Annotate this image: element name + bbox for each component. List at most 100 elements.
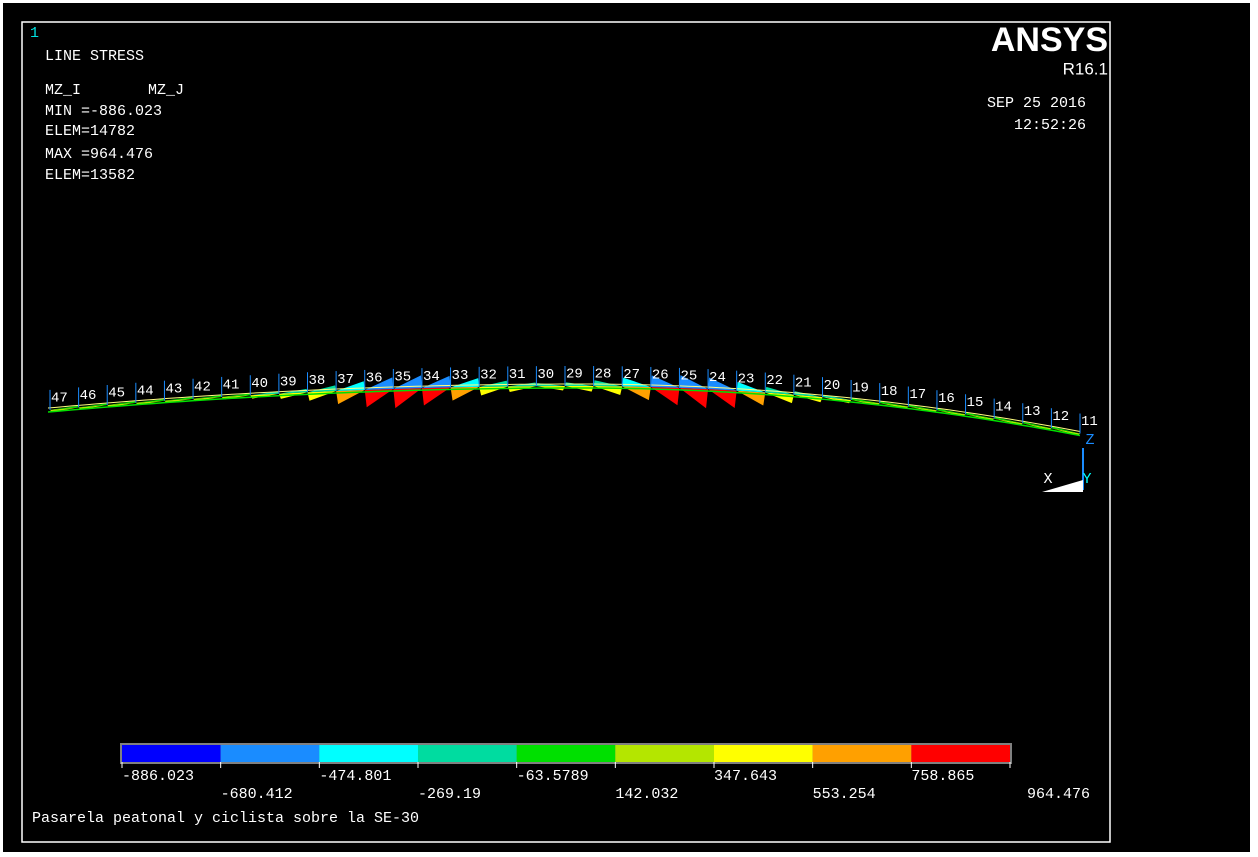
node-label: 15 bbox=[967, 395, 984, 411]
node-label: 39 bbox=[280, 374, 297, 390]
legend-swatch bbox=[911, 745, 1010, 762]
node-label: 20 bbox=[824, 378, 841, 394]
axis-label: X bbox=[1043, 471, 1052, 488]
moment-pos bbox=[593, 380, 623, 387]
axis-label: Z bbox=[1085, 432, 1094, 449]
stat: ELEM=13582 bbox=[45, 167, 135, 184]
node-label: 19 bbox=[852, 381, 869, 397]
legend-label: -886.023 bbox=[122, 768, 194, 785]
node-label: 29 bbox=[566, 367, 583, 383]
moment-pos bbox=[393, 375, 422, 389]
item-label: MZ_I bbox=[45, 82, 81, 99]
legend-label: -680.412 bbox=[221, 786, 293, 803]
legend-label: 142.032 bbox=[615, 786, 678, 803]
item-label: MZ_J bbox=[148, 82, 184, 99]
moment-pos bbox=[107, 401, 136, 405]
moment-pos bbox=[164, 397, 194, 401]
node-label: 26 bbox=[652, 368, 669, 384]
moment-neg bbox=[364, 388, 394, 408]
moment-pos bbox=[936, 408, 966, 415]
node-label: 31 bbox=[509, 367, 526, 383]
legend-label: 347.643 bbox=[714, 768, 777, 785]
moment-pos bbox=[994, 417, 1023, 424]
moment-pos bbox=[78, 403, 108, 408]
stat: ELEM=14782 bbox=[45, 123, 135, 140]
legend-label: -474.801 bbox=[319, 768, 391, 785]
node-label: 37 bbox=[337, 372, 354, 388]
moment-pos bbox=[193, 395, 222, 399]
node-label: 16 bbox=[938, 391, 955, 407]
legend: -886.023 -680.412 -474.801 -269.19 -63.5789 1… bbox=[120, 743, 1090, 803]
brand: ANSYS bbox=[991, 21, 1108, 59]
moment-pos bbox=[965, 412, 995, 419]
node-label: 43 bbox=[165, 381, 182, 397]
moment-pos bbox=[908, 404, 937, 411]
moment-pos bbox=[421, 375, 451, 389]
plot-title: LINE STRESS bbox=[45, 48, 144, 65]
moment-pos bbox=[879, 401, 909, 407]
footer-title: Pasarela peatonal y ciclista sobre la SE… bbox=[32, 810, 419, 827]
moment-pos bbox=[50, 405, 79, 410]
axis-label: Y bbox=[1082, 471, 1091, 488]
time: 12:52:26 bbox=[1014, 117, 1086, 134]
node-label: 34 bbox=[423, 369, 440, 385]
frame bbox=[21, 21, 1111, 843]
node-label: 17 bbox=[909, 387, 926, 403]
moment-neg bbox=[421, 387, 451, 406]
moment-neg bbox=[622, 386, 651, 401]
node-label: 45 bbox=[108, 386, 125, 402]
node-label: 23 bbox=[738, 371, 755, 387]
legend-swatch bbox=[615, 745, 714, 762]
node-label: 18 bbox=[881, 384, 898, 400]
node-label: 11 bbox=[1081, 414, 1098, 430]
legend-swatch bbox=[319, 745, 418, 762]
node-label: 24 bbox=[709, 370, 726, 386]
moment-pos bbox=[135, 399, 165, 403]
legend-label: 553.254 bbox=[813, 786, 876, 803]
moment-pos bbox=[1051, 426, 1080, 434]
triad: Z X Y bbox=[1042, 432, 1095, 492]
node-label: 35 bbox=[394, 370, 411, 386]
moment-pos bbox=[1022, 421, 1052, 429]
node-label: 44 bbox=[137, 383, 154, 399]
node-label: 22 bbox=[766, 373, 783, 389]
moment-pos bbox=[851, 398, 880, 404]
legend-label: 758.865 bbox=[911, 768, 974, 785]
node-label: 42 bbox=[194, 379, 211, 395]
moment-pos bbox=[479, 380, 508, 387]
date: SEP 25 2016 bbox=[987, 95, 1086, 112]
node-label: 46 bbox=[80, 388, 97, 404]
legend-label: 964.476 bbox=[1027, 786, 1090, 803]
node-label: 38 bbox=[309, 373, 326, 389]
node-label: 21 bbox=[795, 375, 812, 391]
moment-neg bbox=[393, 388, 422, 409]
node-label: 40 bbox=[251, 376, 268, 392]
node-label: 14 bbox=[995, 399, 1012, 415]
node-label: 28 bbox=[595, 367, 612, 383]
node-label: 32 bbox=[480, 368, 497, 384]
node-label: 36 bbox=[366, 371, 383, 387]
moment-pos bbox=[765, 386, 794, 395]
legend-swatch bbox=[516, 745, 616, 762]
moment-pos bbox=[679, 375, 709, 390]
beam-line bbox=[47, 387, 1081, 437]
node-label: 33 bbox=[452, 368, 469, 384]
node-label: 30 bbox=[537, 367, 554, 383]
stat: MAX =964.476 bbox=[45, 146, 153, 163]
legend-label: -269.19 bbox=[418, 786, 481, 803]
moment-pos bbox=[221, 393, 251, 397]
node-label: 47 bbox=[51, 391, 68, 407]
moment-neg bbox=[708, 389, 737, 408]
node-label: 13 bbox=[1024, 404, 1041, 420]
legend-swatch bbox=[122, 745, 221, 762]
model: 47 46 45 44 43 42 41 40 39 38 37 36 35 34 33 32 31 30 29 28… bbox=[47, 366, 1098, 437]
release: R16.1 bbox=[1063, 59, 1108, 78]
moment-pos bbox=[307, 385, 337, 393]
moment-neg bbox=[679, 387, 709, 409]
node-label: 27 bbox=[623, 367, 640, 383]
legend-swatch bbox=[418, 745, 517, 762]
legend-swatch bbox=[812, 745, 912, 762]
node-label: 41 bbox=[223, 378, 240, 394]
moment-neg bbox=[450, 386, 480, 401]
legend-swatch bbox=[714, 745, 813, 762]
